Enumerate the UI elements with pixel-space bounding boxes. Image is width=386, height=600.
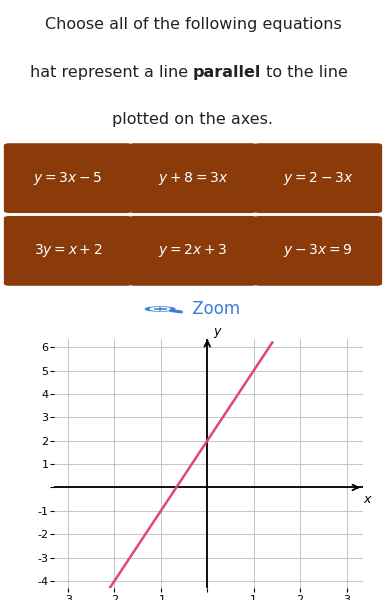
Text: to the line: to the line [261,65,348,80]
FancyBboxPatch shape [129,216,257,286]
Text: $y-3x=9$: $y-3x=9$ [283,242,353,259]
FancyBboxPatch shape [129,143,257,213]
Circle shape [150,308,170,310]
Text: plotted on the axes.: plotted on the axes. [112,112,274,127]
Text: $y+8=3x$: $y+8=3x$ [158,170,228,187]
Text: $y$: $y$ [213,326,223,340]
Text: Choose all of the following equations: Choose all of the following equations [45,17,341,32]
Text: $y=2x+3$: $y=2x+3$ [158,242,228,259]
FancyBboxPatch shape [4,143,132,213]
Text: $y=3x-5$: $y=3x-5$ [33,170,103,187]
Text: $3y=x+2$: $3y=x+2$ [34,242,102,259]
FancyBboxPatch shape [254,143,382,213]
Text: parallel: parallel [193,65,261,80]
FancyBboxPatch shape [254,216,382,286]
Text: $y=2-3x$: $y=2-3x$ [283,170,353,187]
Text: Zoom: Zoom [186,300,240,318]
FancyBboxPatch shape [4,216,132,286]
Text: $x$: $x$ [363,493,373,506]
Text: hat represent a line: hat represent a line [30,65,193,80]
Circle shape [146,307,175,311]
